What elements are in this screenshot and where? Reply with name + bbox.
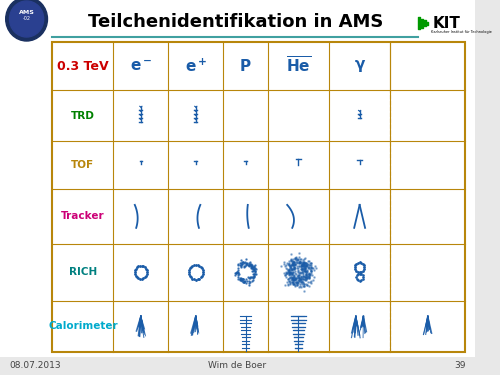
Text: $\mathbf{\overline{He}}$: $\mathbf{\overline{He}}$	[286, 56, 311, 76]
Text: Wim de Boer: Wim de Boer	[208, 360, 266, 369]
Text: Tracker: Tracker	[61, 211, 104, 221]
Text: 39: 39	[454, 360, 466, 369]
Text: Teilchenidentifikation in AMS: Teilchenidentifikation in AMS	[88, 13, 383, 31]
Text: $\mathbf{\gamma}$: $\mathbf{\gamma}$	[354, 58, 366, 74]
Text: $\mathbf{P}$: $\mathbf{P}$	[240, 58, 252, 74]
Text: $\mathbf{e^-}$: $\mathbf{e^-}$	[130, 58, 152, 74]
Text: Calorimeter: Calorimeter	[48, 321, 117, 332]
Text: TOF: TOF	[72, 160, 94, 170]
Text: 08.07.2013: 08.07.2013	[10, 360, 61, 369]
Circle shape	[6, 0, 48, 41]
Text: RICH: RICH	[68, 267, 97, 277]
Text: AMS: AMS	[18, 10, 34, 15]
Bar	[52, 42, 466, 352]
Text: TRD: TRD	[71, 111, 95, 121]
Text: KIT: KIT	[432, 15, 460, 30]
Text: $\mathbf{e^+}$: $\mathbf{e^+}$	[184, 57, 207, 75]
Text: 0.3 TeV: 0.3 TeV	[57, 60, 108, 72]
Text: -02: -02	[22, 16, 30, 21]
Circle shape	[10, 1, 43, 37]
Text: Karlsruher Institut für Technologie: Karlsruher Institut für Technologie	[431, 30, 492, 34]
